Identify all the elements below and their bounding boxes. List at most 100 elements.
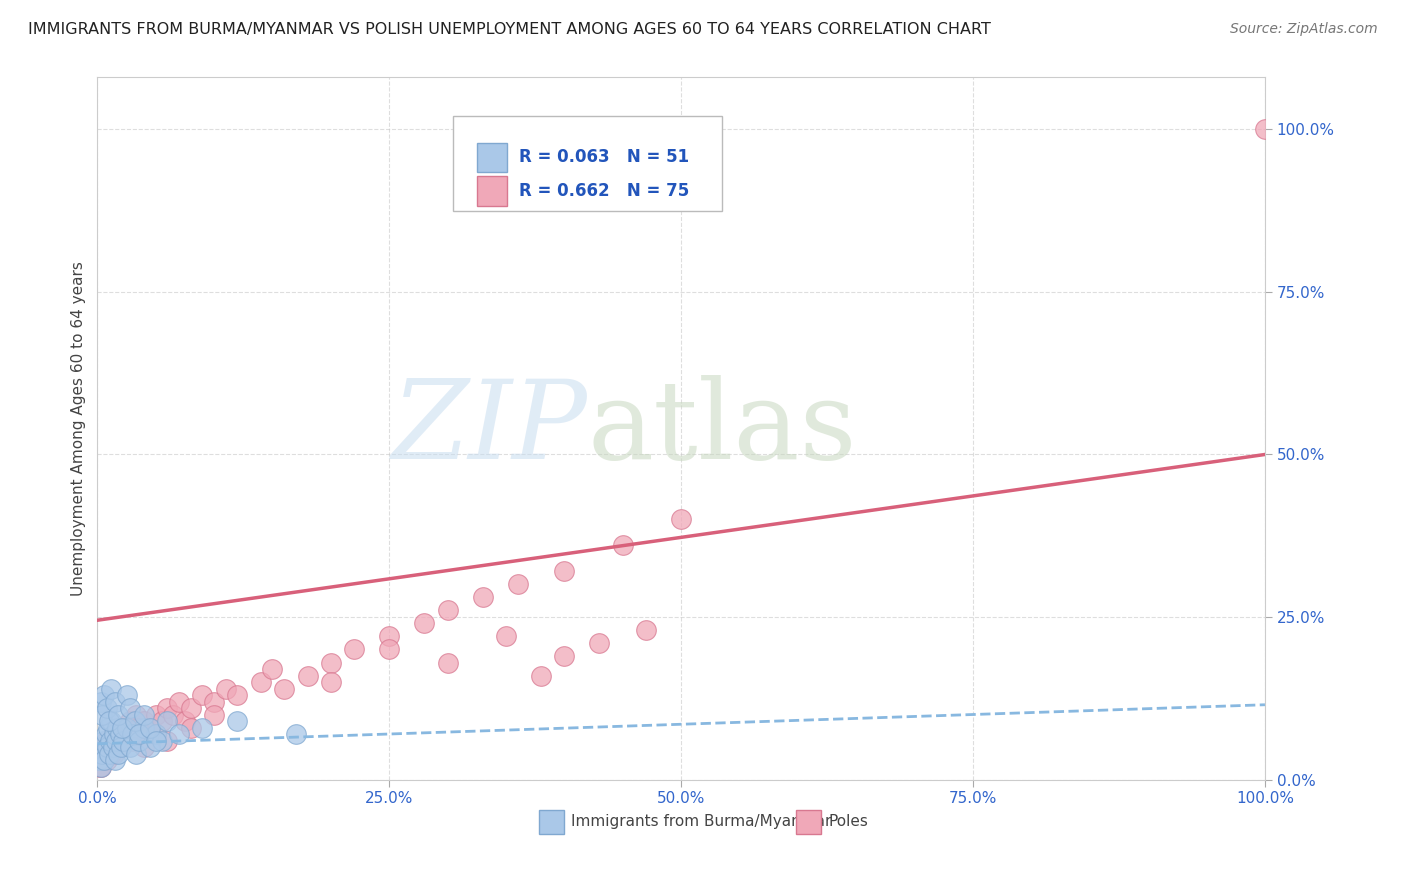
- Text: Source: ZipAtlas.com: Source: ZipAtlas.com: [1230, 22, 1378, 37]
- Point: [91, 747, 114, 761]
- Point: [96, 739, 118, 754]
- Point: [93, 688, 115, 702]
- Point: [91, 739, 114, 754]
- Point: [118, 701, 141, 715]
- Point: [91, 747, 114, 761]
- Point: [139, 739, 162, 754]
- FancyBboxPatch shape: [477, 177, 508, 206]
- Point: [93, 753, 115, 767]
- Point: [101, 739, 124, 754]
- Point: [343, 642, 366, 657]
- Point: [250, 675, 273, 690]
- Point: [191, 688, 214, 702]
- Point: [530, 668, 553, 682]
- Point: [89, 759, 111, 773]
- Point: [1254, 122, 1277, 136]
- Point: [96, 701, 118, 715]
- Point: [108, 727, 131, 741]
- Point: [115, 727, 138, 741]
- Point: [124, 714, 146, 728]
- Point: [103, 747, 125, 761]
- Point: [112, 733, 135, 747]
- Point: [273, 681, 295, 696]
- Point: [588, 636, 610, 650]
- Point: [180, 701, 202, 715]
- Point: [110, 739, 132, 754]
- Point: [471, 591, 494, 605]
- Point: [215, 681, 238, 696]
- Point: [89, 739, 111, 754]
- Point: [139, 721, 162, 735]
- Point: [150, 733, 173, 747]
- Point: [121, 721, 143, 735]
- Point: [94, 727, 117, 741]
- Point: [156, 733, 179, 747]
- Point: [132, 739, 155, 754]
- Point: [128, 727, 150, 741]
- Point: [150, 714, 173, 728]
- Point: [115, 721, 138, 735]
- Point: [87, 753, 110, 767]
- Point: [90, 694, 112, 708]
- Point: [105, 739, 128, 754]
- Point: [98, 747, 121, 761]
- Point: [145, 727, 167, 741]
- Point: [128, 727, 150, 741]
- Point: [94, 733, 117, 747]
- Point: [174, 714, 197, 728]
- Text: ZIP: ZIP: [392, 375, 588, 483]
- Point: [100, 747, 122, 761]
- Point: [436, 656, 458, 670]
- Point: [636, 623, 658, 637]
- Y-axis label: Unemployment Among Ages 60 to 64 years: Unemployment Among Ages 60 to 64 years: [72, 261, 86, 596]
- FancyBboxPatch shape: [538, 810, 564, 833]
- Point: [132, 721, 155, 735]
- Point: [553, 565, 575, 579]
- Point: [167, 727, 190, 741]
- Point: [105, 721, 128, 735]
- Point: [100, 681, 122, 696]
- FancyBboxPatch shape: [477, 143, 508, 172]
- Text: Immigrants from Burma/Myanmar: Immigrants from Burma/Myanmar: [571, 814, 832, 830]
- Point: [669, 512, 692, 526]
- Point: [107, 727, 129, 741]
- Point: [139, 721, 162, 735]
- Point: [262, 662, 284, 676]
- Point: [104, 694, 127, 708]
- Text: R = 0.063   N = 51: R = 0.063 N = 51: [519, 148, 689, 167]
- Point: [413, 616, 436, 631]
- Point: [121, 727, 143, 741]
- Point: [115, 688, 138, 702]
- Point: [98, 747, 121, 761]
- Point: [90, 759, 112, 773]
- Point: [125, 747, 148, 761]
- Point: [98, 733, 121, 747]
- Point: [98, 733, 121, 747]
- Point: [202, 707, 225, 722]
- Point: [167, 694, 190, 708]
- Point: [226, 688, 249, 702]
- FancyBboxPatch shape: [454, 116, 723, 211]
- Point: [297, 668, 319, 682]
- Point: [180, 721, 202, 735]
- Point: [226, 714, 249, 728]
- Point: [93, 753, 115, 767]
- Point: [96, 753, 118, 767]
- Point: [91, 707, 114, 722]
- Point: [101, 727, 124, 741]
- Point: [319, 656, 342, 670]
- Point: [118, 714, 141, 728]
- Point: [191, 721, 214, 735]
- Point: [145, 727, 167, 741]
- Point: [115, 727, 138, 741]
- Point: [156, 714, 179, 728]
- Point: [506, 577, 529, 591]
- Point: [104, 753, 127, 767]
- Text: R = 0.662   N = 75: R = 0.662 N = 75: [519, 182, 689, 200]
- Point: [378, 630, 401, 644]
- Point: [125, 707, 148, 722]
- Point: [156, 701, 179, 715]
- Point: [96, 739, 118, 754]
- Point: [90, 759, 112, 773]
- Text: atlas: atlas: [588, 375, 858, 482]
